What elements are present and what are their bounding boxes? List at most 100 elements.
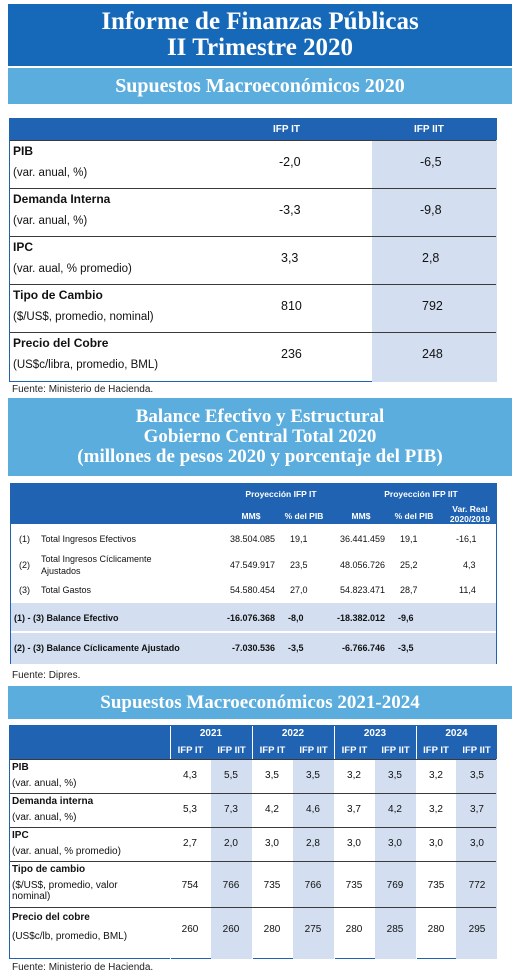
row-label: Total Ingresos Efectivos (41, 534, 137, 544)
value-pct-iit: 28,7 (400, 585, 418, 595)
value-mm-iit: -6.766.746 (341, 643, 385, 653)
row-unit: ($/US$, promedio, nominal) (13, 311, 154, 323)
value-2021-iit: 2,0 (224, 838, 238, 849)
value-2022-iit: 766 (304, 880, 322, 891)
source-note: Fuente: Dipres. (12, 670, 81, 681)
table-row: (3) Total Gastos 54.580.454 27,0 54.823.… (11, 585, 496, 605)
value-pct-it: 23,5 (290, 560, 308, 570)
value-2024-iit: 3,5 (470, 770, 484, 781)
value-pct-iit: -9,6 (398, 613, 414, 623)
column-shade (456, 759, 497, 959)
value-2021-iit: 7,3 (224, 804, 238, 815)
value-var-real: 11,4 (459, 585, 476, 595)
year-header: 2022 (252, 726, 334, 742)
value-mm-it: 54.580.454 (229, 585, 275, 595)
column-shade (211, 759, 252, 959)
value-ifp-iit: -6,5 (420, 155, 442, 169)
row-unit: (var. anual, %) (13, 215, 88, 227)
table-row: PIB (var. anual, %) -2,0 -6,5 (10, 140, 496, 188)
source-note: Fuente: Ministerio de Hacienda. (12, 962, 154, 973)
value-mm-iit: 54.823.471 (339, 585, 385, 595)
value-2023-it: 3,2 (347, 770, 361, 781)
value-var-real: -16,1 (456, 534, 477, 544)
value-pct-it: -8,0 (288, 613, 304, 623)
table-row: Tipo de Cambio ($/US$, promedio, nominal… (10, 284, 496, 332)
subheader-mm: MM$ (351, 511, 371, 521)
value-mm-it: -7.030.536 (231, 643, 275, 653)
table-row: Demanda Interna (var. anual, %) -3,3 -9,… (10, 188, 496, 236)
value-mm-it: 38.504.085 (229, 534, 275, 544)
subheader-ifp-iit: IFP IIT (456, 742, 497, 759)
var-real-header-line1: Var. Real (452, 504, 488, 514)
macro-2021-2024-table: 2021 2022 2023 2024 IFP IT IFP IIT IFP I… (9, 725, 497, 959)
table-row: Tipo de cambio ($/US$, promedio, valor n… (10, 861, 496, 907)
column-divider (334, 726, 335, 959)
main-title-line2: II Trimestre 2020 (166, 34, 354, 61)
header-blank (10, 726, 170, 742)
table-header (11, 484, 496, 506)
value-ifp-it: -2,0 (279, 155, 301, 169)
value-2022-it: 280 (263, 924, 281, 935)
subheader-pct-pib: % del PIB (394, 511, 434, 521)
table-row: IPC (var. anual, % promedio) 2,7 2,0 3,0… (10, 827, 496, 861)
row-unit-cont: nominal) (12, 891, 51, 902)
year-header: 2021 (170, 726, 252, 742)
subheader-mm: MM$ (241, 511, 261, 521)
value-2022-it: 735 (263, 880, 281, 891)
value-2023-it: 735 (345, 880, 363, 891)
column-divider (416, 726, 417, 959)
subheader-ifp-it: IFP IT (252, 742, 293, 759)
value-2023-iit: 769 (386, 880, 404, 891)
value-2022-it: 4,2 (265, 804, 279, 815)
value-2022-it: 3,0 (265, 838, 279, 849)
row-label: Precio del Cobre (13, 336, 109, 350)
value-ifp-it: 3,3 (281, 251, 299, 265)
row-label: Demanda interna (12, 796, 94, 807)
table-header: IFP IT IFP IIT (10, 119, 496, 140)
column-divider (252, 726, 253, 959)
table-row: Demanda interna (var. anual, %) 5,3 7,3 … (10, 793, 496, 827)
row-id: (1) (19, 534, 30, 544)
value-2022-iit: 2,8 (306, 838, 320, 849)
value-mm-it: 47.549.917 (229, 560, 275, 570)
row-label: Tipo de cambio (12, 864, 86, 875)
subheader-ifp-it: IFP IT (170, 742, 211, 759)
value-pct-iit: -3,5 (398, 643, 414, 653)
subheader-ifp-iit: IFP IIT (211, 742, 252, 759)
value-2024-iit: 3,7 (470, 804, 484, 815)
row-unit: (var. aual, % promedio) (13, 263, 132, 275)
value-2023-iit: 285 (386, 924, 404, 935)
section1-heading: Supuestos Macroeconómicos 2020 (8, 68, 512, 104)
value-pct-it: 27,0 (290, 585, 308, 595)
row-unit: (US$c/lb, promedio, BML) (12, 931, 128, 942)
value-ifp-it: 810 (281, 299, 302, 313)
value-2021-it: 260 (181, 924, 199, 935)
value-mm-it: -16.076.368 (226, 613, 275, 623)
var-real-header-line2: 2020/2019 (449, 514, 491, 524)
table-row: Precio del cobre (US$c/lb, promedio, BML… (10, 907, 496, 959)
value-mm-iit: 36.441.459 (339, 534, 385, 544)
value-2023-it: 280 (345, 924, 363, 935)
row-label: IPC (12, 830, 29, 841)
value-2024-iit: 295 (468, 924, 486, 935)
balance-table: Proyección IFP IT Proyección IFP IIT Var… (10, 483, 497, 664)
group-header-ifp-it: Proyección IFP IT (245, 489, 317, 499)
section2-heading-line3: (millones de pesos 2020 y porcentaje del… (77, 445, 443, 467)
value-ifp-it: 236 (281, 347, 302, 361)
value-2023-iit: 4,2 (388, 804, 402, 815)
value-2024-it: 735 (427, 880, 445, 891)
value-2023-it: 3,7 (347, 804, 361, 815)
table-row: IPC (var. aual, % promedio) 3,3 2,8 (10, 236, 496, 284)
subheader-ifp-iit: IFP IIT (375, 742, 416, 759)
value-2021-iit: 766 (222, 880, 240, 891)
column-header-ifp-iit: IFP IIT (414, 124, 444, 135)
section2-heading-line1: Balance Efectivo y Estructural (135, 406, 385, 428)
value-2022-iit: 275 (304, 924, 322, 935)
value-2021-iit: 260 (222, 924, 240, 935)
source-note: Fuente: Ministerio de Hacienda. (12, 384, 154, 395)
row-unit: (var. anual, %) (12, 812, 77, 823)
row-unit: (US$c/libra, promedio, BML) (13, 359, 159, 371)
row-unit: ($/US$, promedio, valor (12, 880, 118, 891)
value-2024-it: 3,0 (429, 838, 443, 849)
row-label: Precio del cobre (12, 912, 90, 923)
